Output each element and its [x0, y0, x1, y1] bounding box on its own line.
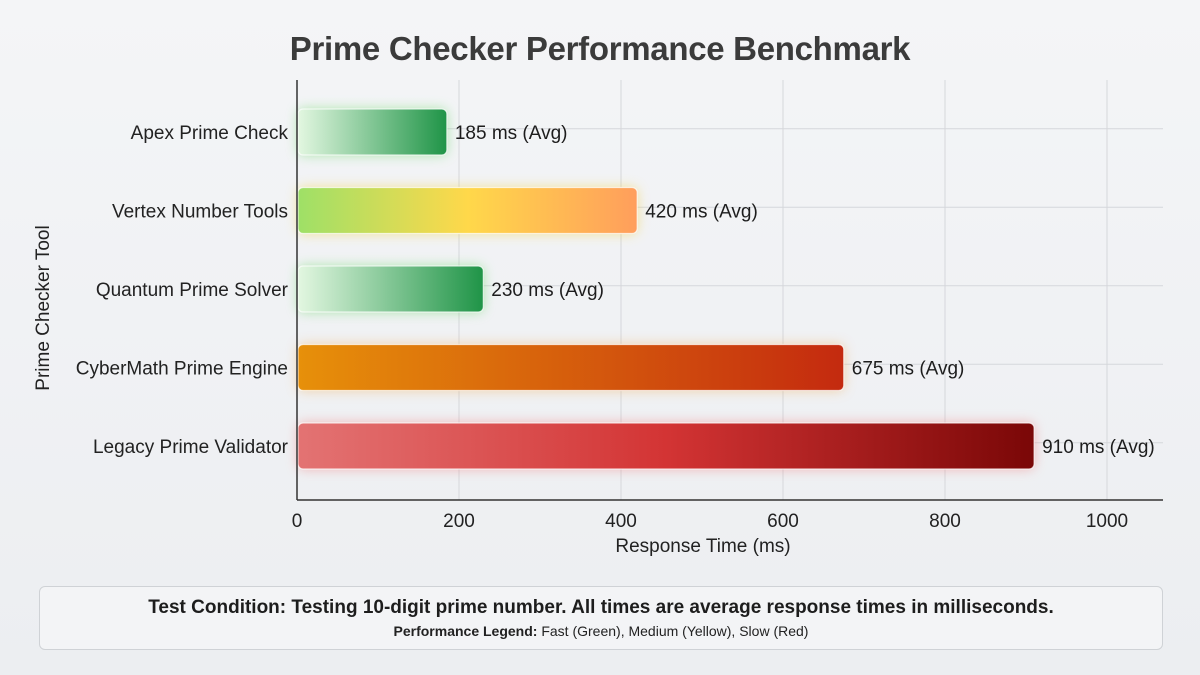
x-tick-label: 200 — [443, 511, 475, 532]
legend-text: Fast (Green), Medium (Yellow), Slow (Red… — [537, 623, 809, 639]
x-tick-label: 0 — [292, 511, 303, 532]
value-label: 185 ms (Avg) — [455, 123, 568, 144]
y-axis-label: Prime Checker Tool — [33, 225, 54, 390]
bar — [297, 108, 448, 156]
category-label: Quantum Prime Solver — [96, 280, 289, 301]
value-label: 420 ms (Avg) — [645, 202, 758, 223]
bar — [297, 186, 638, 235]
value-labels: 185 ms (Avg) 420 ms (Avg) 230 ms (Avg) 675 … — [455, 123, 1155, 458]
bar — [297, 265, 484, 313]
x-tick-label: 800 — [929, 511, 961, 532]
value-label: 910 ms (Avg) — [1042, 437, 1155, 458]
axes — [296, 80, 1163, 501]
x-tick-label: 400 — [605, 511, 637, 532]
x-tick-label: 600 — [767, 511, 799, 532]
category-label: Vertex Number Tools — [112, 202, 288, 223]
performance-legend: Performance Legend: Fast (Green), Medium… — [40, 623, 1162, 639]
category-label: Legacy Prime Validator — [93, 437, 289, 458]
value-label: 675 ms (Avg) — [852, 359, 965, 380]
category-labels: Apex Prime Check Vertex Number Tools Quant… — [76, 123, 289, 458]
bar — [297, 422, 1035, 470]
value-label: 230 ms (Avg) — [491, 280, 604, 301]
test-condition-text: Test Condition: Testing 10-digit prime n… — [148, 597, 1054, 618]
x-tick-labels: 0 200 400 600 800 1000 — [292, 511, 1128, 532]
bars — [297, 108, 1035, 470]
chart-title: Prime Checker Performance Benchmark — [289, 30, 911, 67]
bar-chart: 0 200 400 600 800 1000 Apex Prime Check Vertex… — [33, 80, 1163, 557]
x-axis-label: Response Time (ms) — [615, 536, 790, 557]
category-label: CyberMath Prime Engine — [76, 359, 288, 380]
test-condition-box: Test Condition: Testing 10-digit prime n… — [39, 586, 1163, 650]
legend-label: Performance Legend: — [393, 623, 538, 639]
x-tick-label: 1000 — [1086, 511, 1128, 532]
bar — [297, 343, 845, 392]
category-label: Apex Prime Check — [131, 123, 289, 144]
